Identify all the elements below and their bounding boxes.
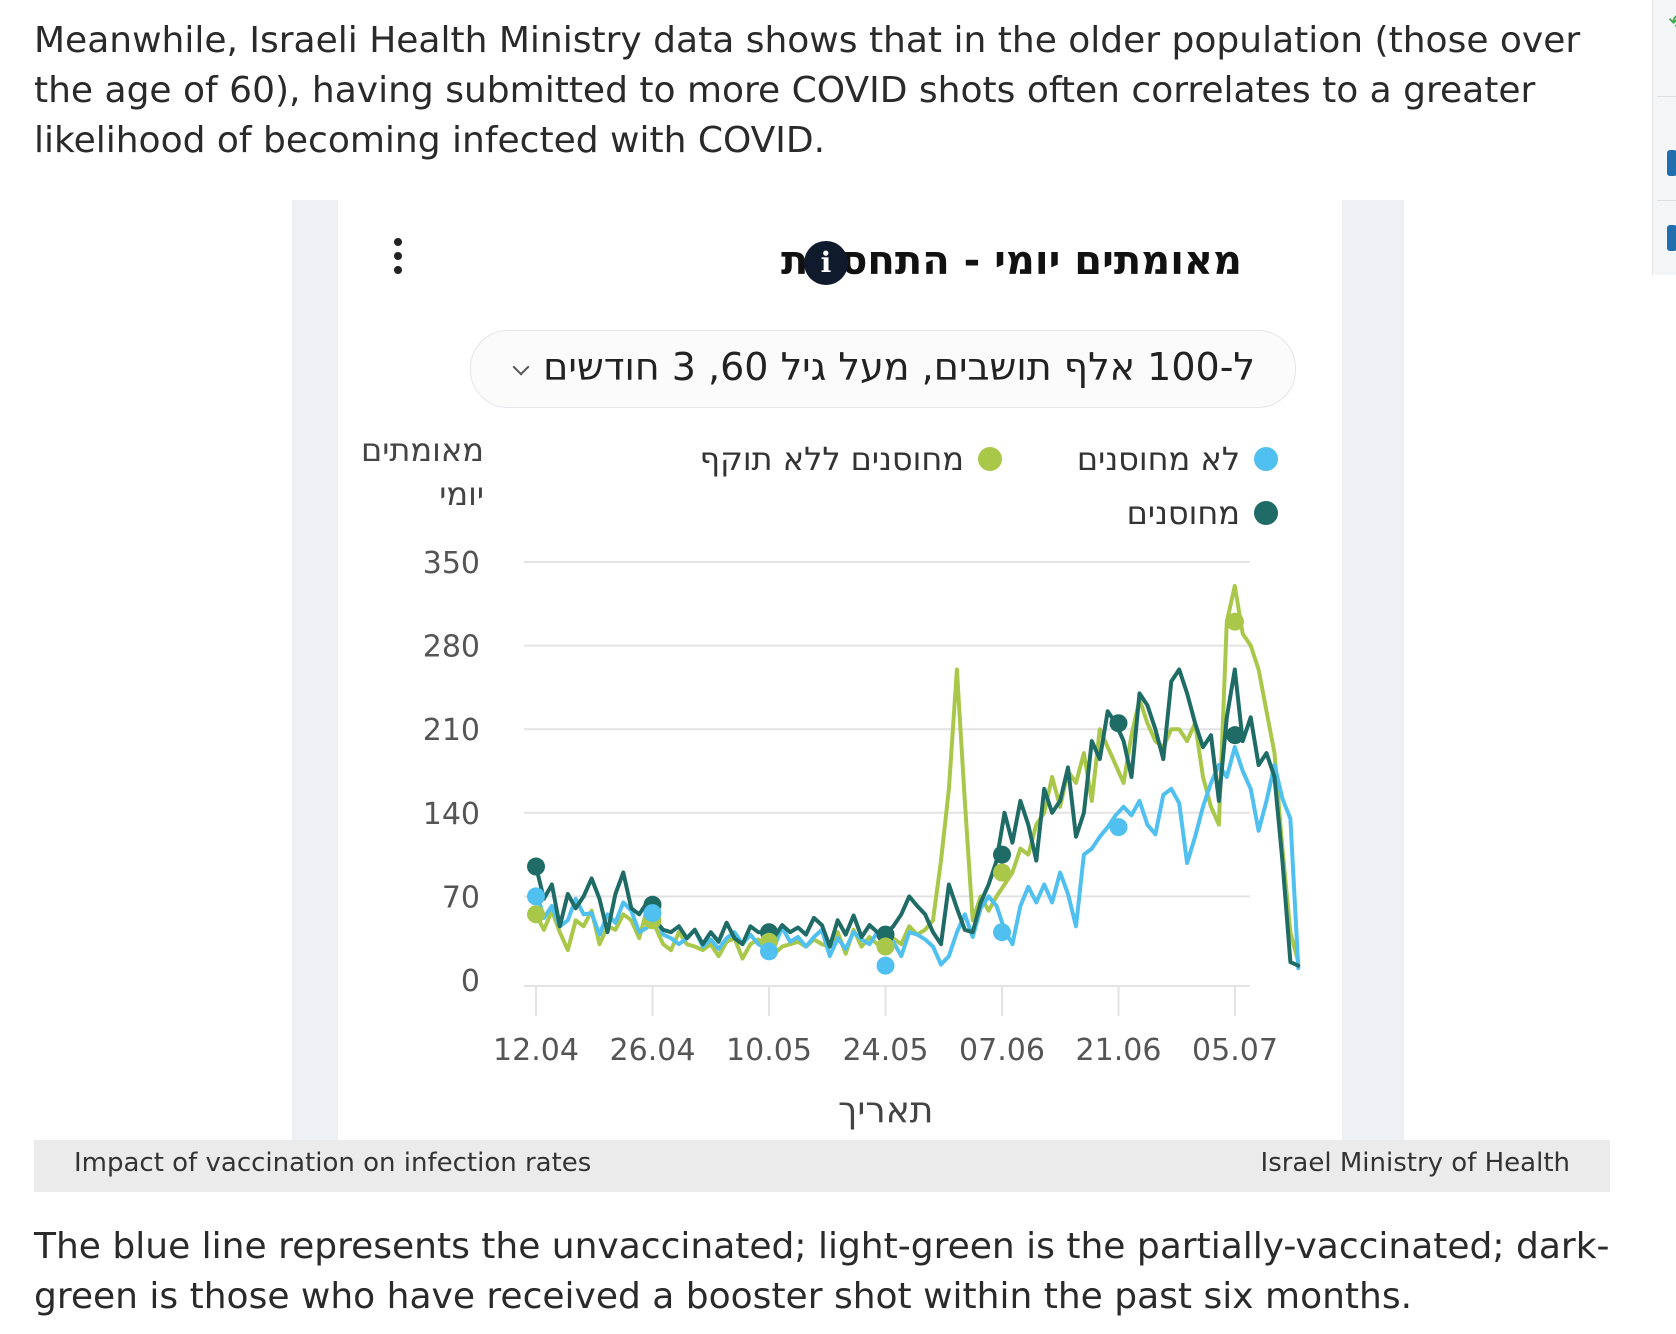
legend-dot-icon — [1254, 501, 1278, 525]
data-point — [993, 845, 1011, 864]
x-tick-label: 26.04 — [610, 1033, 696, 1068]
legend-item-partial[interactable]: מחוסנים ללא תוקף — [700, 440, 1002, 478]
data-point — [1226, 612, 1244, 631]
divider — [1657, 96, 1676, 97]
caption-text: Impact of vaccination on infection rates — [74, 1148, 592, 1178]
data-point — [760, 942, 778, 961]
data-point — [1226, 726, 1244, 745]
x-axis-title: תאריך — [838, 1090, 934, 1131]
population-filter-dropdown[interactable]: ל-100 אלף תושבים, מעל גיל 60, 3 חודשים — [470, 330, 1296, 408]
legend-label: מחוסנים ללא תוקף — [699, 440, 964, 478]
x-tick-label: 21.06 — [1076, 1033, 1162, 1068]
line-chart: 0 70 140 210 280 350 12.04 26.04 10.05 24.05 07.06… — [423, 546, 1301, 1068]
data-point — [1109, 818, 1128, 837]
y-tick-label: 210 — [423, 713, 480, 748]
legend-item-unvaccinated[interactable]: לא מחוסנים — [1077, 440, 1278, 478]
legend-item-booster[interactable]: מחוסנים — [1127, 494, 1278, 532]
sidebar-edge: ⟲ — [1652, 0, 1676, 275]
share-icon[interactable] — [1667, 150, 1676, 176]
data-point — [527, 857, 545, 876]
x-tick-label: 24.05 — [843, 1033, 929, 1068]
caption-credit: Israel Ministry of Health — [1260, 1148, 1570, 1178]
y-tick-label: 350 — [423, 546, 480, 581]
divider — [1657, 200, 1676, 201]
x-tick-label: 10.05 — [726, 1033, 812, 1068]
comment-icon[interactable]: ⟲ — [1668, 10, 1676, 35]
legend-dot-icon — [1254, 447, 1278, 471]
legend-dot-icon — [978, 447, 1002, 471]
outro-paragraph: The blue line represents the unvaccinate… — [34, 1226, 1610, 1317]
data-point — [1109, 714, 1128, 733]
y-tick-label: 0 — [461, 964, 480, 999]
intro-paragraph: Meanwhile, Israeli Health Ministry data … — [34, 20, 1581, 161]
info-icon[interactable]: i — [804, 241, 848, 285]
figure-caption: Impact of vaccination on infection rates… — [34, 1140, 1610, 1192]
y-tick-label: 70 — [442, 880, 480, 915]
data-point — [876, 937, 895, 956]
bookmark-icon[interactable] — [1667, 225, 1676, 251]
data-point — [993, 923, 1011, 942]
data-point — [993, 863, 1011, 882]
series-line — [534, 667, 1301, 968]
more-vertical-icon[interactable] — [392, 238, 404, 282]
legend-label: מחוסנים — [1126, 494, 1240, 532]
x-tick-label: 07.06 — [959, 1033, 1045, 1068]
x-tick-label: 05.07 — [1192, 1033, 1278, 1068]
y-tick-label: 140 — [423, 797, 480, 832]
x-tick-label: 12.04 — [493, 1033, 579, 1068]
series-line — [534, 745, 1301, 971]
data-point — [527, 905, 545, 924]
dropdown-selected-value: ל-100 אלף תושבים, מעל גיל 60, 3 חודשים — [543, 345, 1255, 389]
data-point — [527, 887, 545, 906]
y-tick-label: 280 — [423, 630, 480, 665]
data-point — [643, 904, 662, 923]
data-point — [876, 956, 895, 975]
chart-title: מאומתים יומי - התחסנות — [781, 238, 1242, 284]
chart-card: מאומתים יומי - התחסנות i ל-100 אלף תושבי… — [338, 200, 1342, 1140]
y-axis-title: מאומתים יומי — [361, 431, 484, 513]
legend-label: לא מחוסנים — [1076, 440, 1240, 478]
